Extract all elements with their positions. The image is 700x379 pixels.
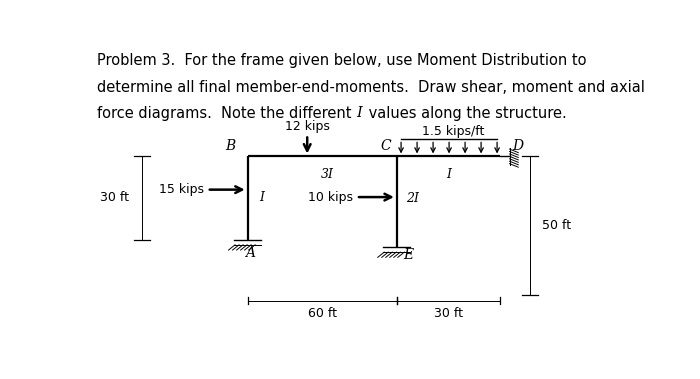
Text: 50 ft: 50 ft [542,219,571,232]
Text: C: C [381,139,391,153]
Text: Problem 3.  For the frame given below, use Moment Distribution to: Problem 3. For the frame given below, us… [97,53,587,68]
Text: values along the structure.: values along the structure. [364,106,567,122]
Text: 15 kips: 15 kips [159,183,204,196]
Text: 10 kips: 10 kips [308,191,354,204]
Text: 30 ft: 30 ft [100,191,130,204]
Text: E: E [403,248,414,262]
Text: 2I: 2I [407,192,419,205]
Text: D: D [512,139,523,153]
Text: I: I [446,168,451,181]
Text: force diagrams.  Note the different: force diagrams. Note the different [97,106,356,122]
Text: 60 ft: 60 ft [307,307,337,320]
Text: 1.5 kips/ft: 1.5 kips/ft [423,125,485,138]
Text: B: B [225,139,236,153]
Text: determine all final member-end-moments.  Draw shear, moment and axial: determine all final member-end-moments. … [97,80,645,95]
Text: I: I [356,106,362,121]
Text: 3I: 3I [321,168,334,181]
Text: I: I [260,191,265,204]
Text: 30 ft: 30 ft [434,307,463,320]
Text: A: A [245,246,255,260]
Text: 12 kips: 12 kips [285,120,330,133]
